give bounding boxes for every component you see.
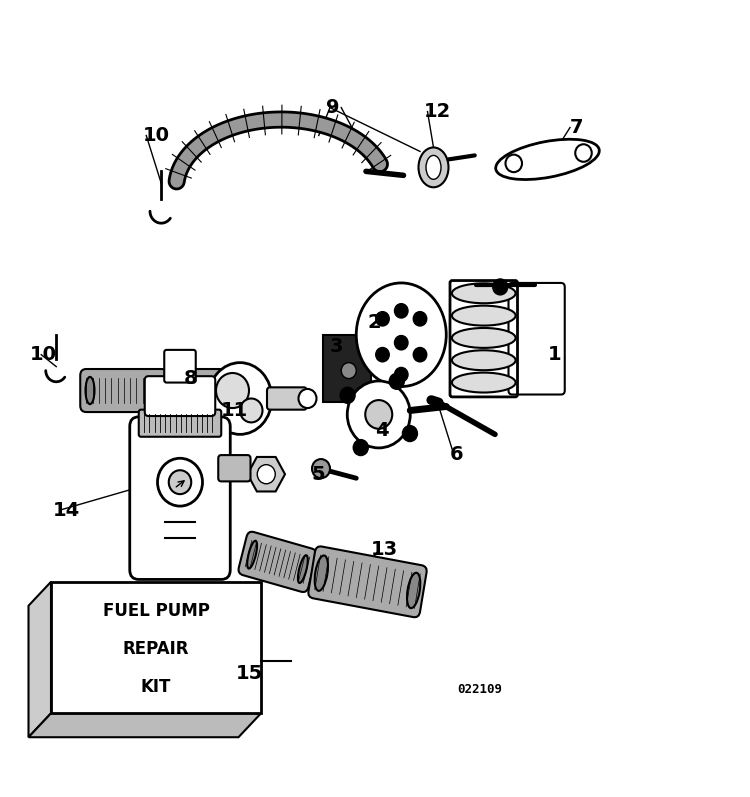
FancyBboxPatch shape	[238, 532, 316, 592]
Circle shape	[353, 440, 368, 456]
Ellipse shape	[452, 284, 516, 304]
Circle shape	[575, 144, 592, 162]
Circle shape	[376, 347, 389, 362]
Circle shape	[158, 458, 203, 506]
Text: 1: 1	[548, 345, 561, 364]
Text: 022109: 022109	[458, 683, 503, 696]
Ellipse shape	[419, 147, 448, 187]
Circle shape	[389, 373, 404, 389]
Circle shape	[216, 373, 249, 408]
Ellipse shape	[315, 556, 328, 591]
FancyBboxPatch shape	[509, 283, 565, 395]
Ellipse shape	[171, 377, 178, 404]
Ellipse shape	[298, 556, 307, 583]
Circle shape	[413, 312, 427, 326]
Text: FUEL PUMP: FUEL PUMP	[103, 602, 209, 620]
FancyBboxPatch shape	[80, 369, 167, 412]
Text: 5: 5	[311, 465, 325, 484]
Text: KIT: KIT	[141, 678, 171, 697]
FancyBboxPatch shape	[164, 350, 196, 383]
Text: 11: 11	[221, 401, 248, 420]
Polygon shape	[182, 401, 220, 436]
Polygon shape	[28, 582, 51, 737]
Circle shape	[341, 363, 356, 379]
Text: 8: 8	[184, 369, 197, 388]
Ellipse shape	[407, 573, 420, 608]
Circle shape	[365, 400, 392, 429]
FancyBboxPatch shape	[139, 410, 221, 437]
Circle shape	[257, 465, 275, 484]
Bar	[51, 582, 261, 713]
Polygon shape	[248, 457, 285, 492]
Circle shape	[403, 426, 418, 442]
Text: 4: 4	[375, 421, 388, 440]
FancyBboxPatch shape	[165, 369, 232, 412]
Circle shape	[394, 336, 408, 350]
Ellipse shape	[452, 351, 516, 370]
Text: 15: 15	[236, 664, 263, 683]
Ellipse shape	[356, 283, 446, 387]
Ellipse shape	[153, 377, 162, 404]
Text: 2: 2	[368, 313, 381, 332]
Circle shape	[413, 347, 427, 362]
Circle shape	[347, 381, 410, 448]
Ellipse shape	[86, 377, 94, 404]
Circle shape	[493, 279, 508, 295]
Text: 10: 10	[142, 126, 170, 145]
Text: 6: 6	[450, 445, 464, 464]
Ellipse shape	[248, 541, 257, 568]
Circle shape	[298, 389, 316, 408]
FancyBboxPatch shape	[130, 417, 230, 579]
Text: 12: 12	[424, 102, 451, 121]
Circle shape	[192, 409, 210, 428]
Text: 10: 10	[30, 345, 57, 364]
Circle shape	[506, 155, 522, 172]
Ellipse shape	[426, 155, 441, 179]
FancyBboxPatch shape	[267, 387, 307, 410]
FancyBboxPatch shape	[218, 455, 250, 481]
Text: 3: 3	[330, 337, 344, 356]
Text: REPAIR: REPAIR	[123, 640, 189, 658]
Circle shape	[312, 459, 330, 478]
Ellipse shape	[452, 328, 516, 348]
Text: 7: 7	[570, 118, 584, 137]
Polygon shape	[28, 713, 261, 737]
Circle shape	[394, 304, 408, 318]
Circle shape	[240, 398, 262, 422]
Text: 13: 13	[371, 540, 398, 559]
Text: 14: 14	[53, 501, 80, 520]
Text: 9: 9	[326, 98, 340, 117]
FancyBboxPatch shape	[145, 376, 215, 416]
Circle shape	[394, 367, 408, 382]
Ellipse shape	[208, 363, 272, 434]
Circle shape	[376, 312, 389, 326]
Ellipse shape	[452, 306, 516, 326]
Ellipse shape	[220, 377, 226, 404]
Circle shape	[169, 470, 191, 494]
Circle shape	[340, 387, 355, 403]
FancyBboxPatch shape	[308, 547, 427, 617]
Ellipse shape	[452, 373, 516, 393]
Bar	[322, 335, 371, 402]
Ellipse shape	[496, 139, 599, 179]
